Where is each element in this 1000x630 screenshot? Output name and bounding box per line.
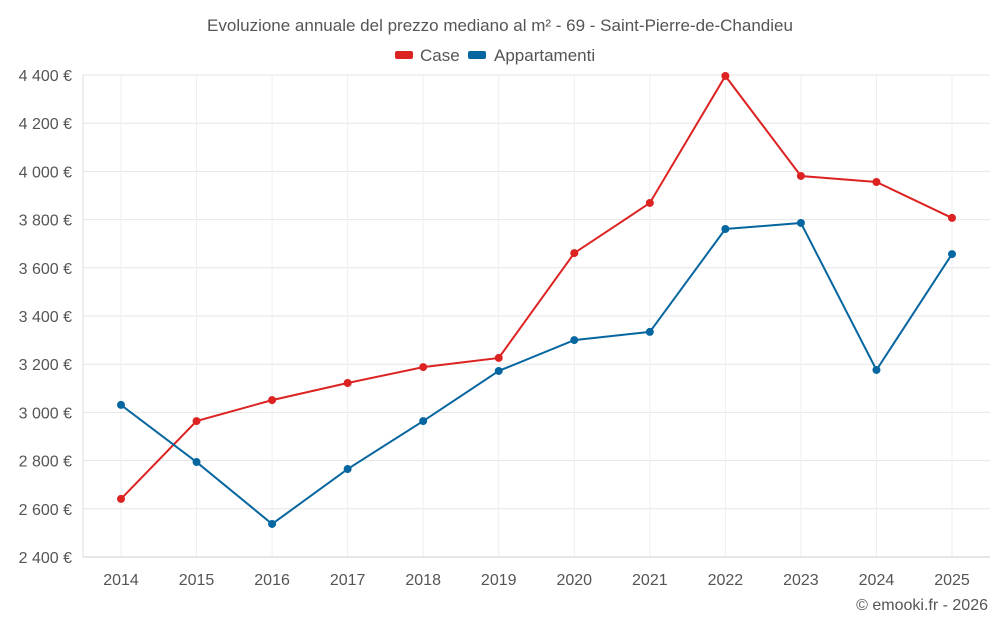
x-tick-label: 2016	[254, 572, 290, 589]
chart-title: Evoluzione annuale del prezzo mediano al…	[207, 16, 793, 35]
x-tick-label: 2019	[481, 572, 517, 589]
legend-swatch	[468, 51, 486, 59]
data-point	[645, 327, 654, 336]
legend-item-appartamenti: Appartamenti	[468, 46, 595, 65]
data-point	[268, 396, 277, 405]
series-line	[120, 221, 953, 526]
data-point	[721, 71, 730, 80]
data-point	[192, 458, 201, 467]
y-tick-label: 3 200 €	[19, 357, 72, 374]
data-point	[570, 249, 579, 258]
series-line	[120, 74, 953, 500]
data-point	[268, 519, 277, 528]
x-tick-label: 2021	[632, 572, 668, 589]
grid	[83, 74, 990, 558]
x-tick-label: 2015	[179, 572, 215, 589]
data-point	[948, 250, 956, 259]
x-tick-label: 2025	[934, 572, 970, 589]
series-appartamenti	[117, 218, 956, 528]
x-tick-label: 2024	[859, 572, 895, 589]
legend-item-case: Case	[395, 46, 460, 65]
y-tick-label: 4 000 €	[19, 164, 72, 181]
x-tick-label: 2014	[103, 572, 139, 589]
data-point	[117, 400, 125, 409]
x-tick-label: 2017	[330, 572, 366, 589]
y-tick-label: 3 000 €	[19, 405, 72, 422]
y-tick-label: 4 200 €	[19, 116, 72, 133]
data-point	[343, 378, 352, 387]
credit: © emooki.fr - 2026	[856, 597, 988, 614]
data-point	[494, 366, 503, 375]
y-tick-label: 2 800 €	[19, 454, 72, 471]
data-point	[796, 218, 805, 227]
series	[117, 71, 956, 528]
y-tick-label: 2 400 €	[19, 550, 72, 567]
data-point	[796, 171, 805, 180]
axes: 2 400 € 2 600 € 2 800 € 3 000 € 3 200 € 3 400…	[19, 68, 990, 589]
x-tick-label: 2022	[708, 572, 744, 589]
x-tick-label: 2020	[556, 572, 592, 589]
legend: Case Appartamenti	[395, 46, 595, 65]
legend-label: Appartamenti	[494, 46, 595, 65]
legend-label: Case	[420, 46, 460, 65]
series-case	[117, 71, 956, 503]
legend-swatch	[395, 51, 413, 59]
data-point	[419, 363, 428, 372]
y-tick-label: 2 600 €	[19, 502, 72, 519]
y-tick-label: 3 800 €	[19, 213, 72, 230]
data-point	[343, 465, 352, 474]
y-tick-label: 3 600 €	[19, 261, 72, 278]
data-point	[117, 494, 125, 503]
data-point	[494, 353, 503, 362]
data-point	[419, 417, 428, 426]
data-point	[948, 213, 956, 222]
y-tick-label: 3 400 €	[19, 309, 72, 326]
data-point	[570, 336, 579, 345]
data-point	[872, 178, 881, 187]
data-point	[192, 417, 201, 426]
data-point	[645, 198, 654, 207]
data-point	[872, 365, 881, 374]
data-point	[721, 224, 730, 233]
y-tick-label: 4 400 €	[19, 68, 72, 85]
x-tick-label: 2018	[405, 572, 441, 589]
x-tick-label: 2023	[783, 572, 819, 589]
